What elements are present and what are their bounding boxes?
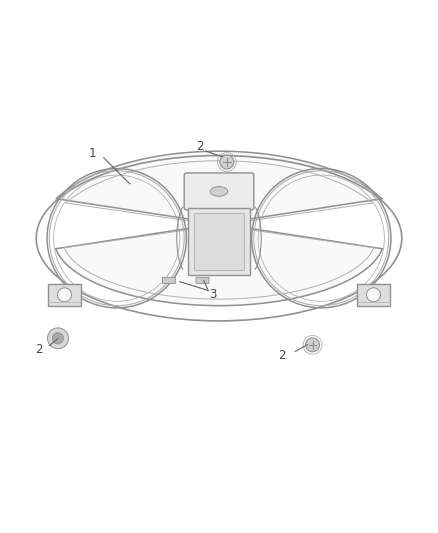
FancyBboxPatch shape bbox=[48, 284, 81, 305]
FancyBboxPatch shape bbox=[357, 284, 390, 305]
Circle shape bbox=[47, 328, 68, 349]
Circle shape bbox=[220, 155, 234, 169]
FancyBboxPatch shape bbox=[162, 277, 176, 284]
Circle shape bbox=[367, 288, 381, 302]
FancyBboxPatch shape bbox=[187, 208, 251, 275]
Text: 1: 1 bbox=[89, 147, 96, 160]
Circle shape bbox=[306, 338, 320, 352]
Ellipse shape bbox=[210, 187, 228, 196]
Text: 2: 2 bbox=[35, 343, 42, 356]
Text: 2: 2 bbox=[279, 349, 286, 362]
FancyBboxPatch shape bbox=[196, 277, 209, 284]
Circle shape bbox=[57, 288, 71, 302]
FancyBboxPatch shape bbox=[194, 213, 244, 270]
Text: 3: 3 bbox=[209, 288, 216, 301]
Circle shape bbox=[53, 333, 64, 344]
Text: 2: 2 bbox=[196, 140, 203, 154]
FancyBboxPatch shape bbox=[184, 173, 254, 210]
Polygon shape bbox=[56, 151, 382, 305]
